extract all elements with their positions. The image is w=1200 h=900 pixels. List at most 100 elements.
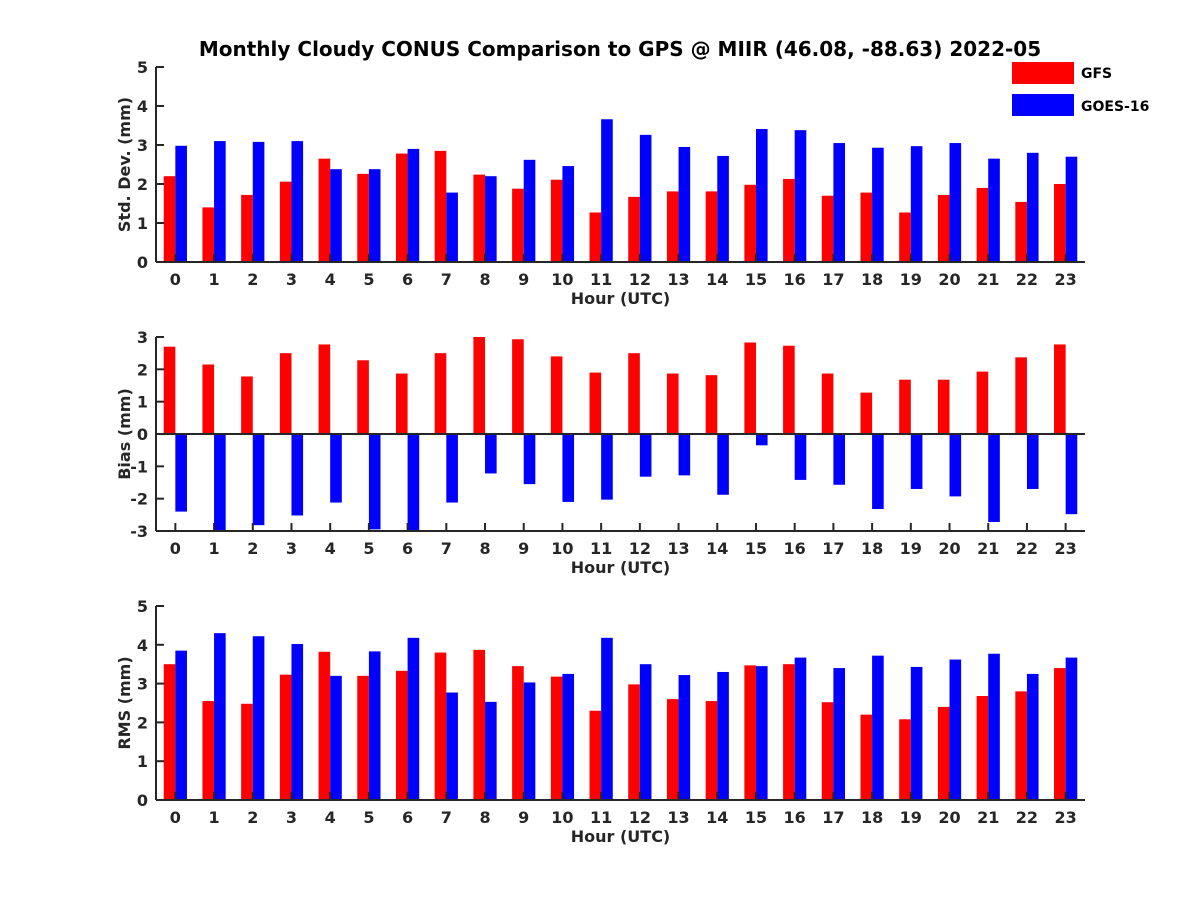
std-dev-bar-gfs-19 bbox=[899, 212, 911, 262]
std-dev-bar-gfs-20 bbox=[937, 194, 950, 262]
std-dev-bar-gfs-0 bbox=[163, 176, 176, 262]
figure-title: Monthly Cloudy CONUS Comparison to GPS @… bbox=[199, 37, 1041, 61]
bias-bar-gfs-23 bbox=[1054, 344, 1066, 434]
std-dev-x-tick-label: 18 bbox=[861, 270, 883, 289]
bias-bar-gfs-22 bbox=[1015, 357, 1027, 434]
std-dev-x-tick-label: 11 bbox=[590, 270, 612, 289]
rms-x-tick-label: 21 bbox=[977, 808, 999, 827]
std-dev-bar-gfs-22 bbox=[1015, 201, 1027, 262]
rms-bar-goes16-13 bbox=[678, 675, 691, 800]
legend-swatch-gfs bbox=[1012, 62, 1074, 84]
bias-bar-goes16-16 bbox=[794, 434, 807, 480]
std-dev-y-tick-label: 2 bbox=[137, 175, 148, 194]
bias-bar-goes16-6 bbox=[407, 434, 420, 531]
bias-bar-gfs-14 bbox=[705, 375, 718, 434]
std-dev-bar-goes16-9 bbox=[523, 159, 536, 262]
rms-bar-gfs-5 bbox=[357, 675, 369, 800]
rms-bar-gfs-0 bbox=[163, 664, 176, 800]
std-dev-bar-gfs-17 bbox=[821, 195, 834, 262]
std-dev-bar-gfs-18 bbox=[860, 192, 873, 262]
rms-bar-goes16-4 bbox=[330, 675, 342, 800]
bias-x-tick-label: 6 bbox=[402, 539, 413, 558]
rms-bar-goes16-12 bbox=[639, 664, 652, 800]
bias-bar-gfs-12 bbox=[628, 353, 640, 434]
rms-x-tick-label: 11 bbox=[590, 808, 612, 827]
std-dev-bar-goes16-10 bbox=[562, 166, 575, 262]
bias-y-axis-label: Bias (mm) bbox=[115, 388, 134, 480]
bias-bar-goes16-13 bbox=[678, 434, 691, 476]
rms-bar-goes16-3 bbox=[291, 644, 304, 800]
bias-x-tick-label: 23 bbox=[1055, 539, 1077, 558]
rms-x-tick-label: 19 bbox=[900, 808, 922, 827]
rms-bar-goes16-1 bbox=[214, 633, 226, 800]
rms-y-tick-label: 0 bbox=[137, 791, 148, 810]
std-dev-x-tick-label: 4 bbox=[325, 270, 336, 289]
std-dev-bar-gfs-9 bbox=[512, 188, 524, 262]
rms-bar-goes16-19 bbox=[910, 666, 923, 800]
std-dev-bar-goes16-17 bbox=[833, 143, 846, 262]
std-dev-x-tick-label: 13 bbox=[667, 270, 689, 289]
bias-bar-goes16-15 bbox=[755, 434, 768, 446]
rms-x-tick-label: 13 bbox=[667, 808, 689, 827]
bias-bar-goes16-7 bbox=[446, 434, 458, 503]
bias-bar-goes16-20 bbox=[949, 434, 962, 497]
std-dev-bar-goes16-22 bbox=[1026, 152, 1039, 262]
std-dev-bar-goes16-16 bbox=[794, 130, 807, 262]
bias-y-tick-label: -1 bbox=[130, 457, 148, 476]
std-dev-x-tick-label: 5 bbox=[363, 270, 374, 289]
std-dev-bar-goes16-21 bbox=[988, 158, 1000, 262]
rms-bar-goes16-7 bbox=[446, 692, 458, 800]
bias-bar-goes16-19 bbox=[910, 434, 923, 489]
bias-x-tick-label: 8 bbox=[479, 539, 490, 558]
std-dev-x-tick-label: 22 bbox=[1016, 270, 1038, 289]
rms-bar-goes16-10 bbox=[562, 673, 575, 800]
rms-bar-goes16-8 bbox=[485, 701, 497, 800]
rms-bar-gfs-1 bbox=[202, 701, 215, 800]
std-dev-bar-goes16-4 bbox=[330, 169, 342, 262]
rms-bar-goes16-18 bbox=[872, 655, 884, 800]
rms-bar-gfs-13 bbox=[666, 699, 679, 800]
bias-bar-gfs-2 bbox=[241, 376, 253, 434]
bias-x-tick-label: 17 bbox=[822, 539, 844, 558]
bias-bar-goes16-2 bbox=[252, 434, 265, 526]
legend: GFS GOES-16 bbox=[1012, 62, 1149, 116]
std-dev-bar-gfs-7 bbox=[434, 150, 447, 262]
bias-bar-gfs-16 bbox=[783, 345, 795, 434]
std-dev-bar-gfs-16 bbox=[783, 178, 795, 262]
std-dev-bar-gfs-15 bbox=[744, 184, 756, 262]
rms-bar-gfs-19 bbox=[899, 719, 911, 800]
bias-x-axis-label: Hour (UTC) bbox=[571, 558, 671, 577]
rms-y-axis-label: RMS (mm) bbox=[115, 656, 134, 749]
rms-bar-gfs-9 bbox=[512, 666, 524, 800]
bias-bar-gfs-1 bbox=[202, 364, 215, 434]
rms-x-tick-label: 7 bbox=[441, 808, 452, 827]
std-dev-x-tick-label: 21 bbox=[977, 270, 999, 289]
rms-x-axis-label: Hour (UTC) bbox=[571, 827, 671, 846]
std-dev-bar-goes16-0 bbox=[175, 145, 187, 262]
std-dev-y-tick-label: 0 bbox=[137, 253, 148, 272]
std-dev-bar-goes16-8 bbox=[485, 176, 497, 262]
bias-bar-gfs-18 bbox=[860, 392, 873, 434]
rms-bar-gfs-11 bbox=[589, 710, 602, 800]
std-dev-bar-goes16-18 bbox=[872, 147, 884, 262]
rms-x-tick-label: 12 bbox=[629, 808, 651, 827]
std-dev-x-tick-label: 9 bbox=[518, 270, 529, 289]
std-dev-bar-goes16-3 bbox=[291, 141, 304, 262]
rms-bar-gfs-3 bbox=[279, 674, 292, 800]
bias-x-tick-label: 16 bbox=[784, 539, 806, 558]
std-dev-bar-goes16-23 bbox=[1065, 156, 1078, 262]
rms-bar-gfs-18 bbox=[860, 714, 873, 800]
std-dev-bar-goes16-12 bbox=[639, 134, 652, 262]
rms-bar-gfs-2 bbox=[241, 703, 253, 800]
rms-y-tick-label: 4 bbox=[137, 636, 148, 655]
bias-y-tick-label: 0 bbox=[137, 425, 148, 444]
rms-bar-gfs-10 bbox=[550, 676, 563, 800]
rms-bar-goes16-20 bbox=[949, 659, 962, 800]
rms-bar-goes16-17 bbox=[833, 668, 846, 800]
bias-x-tick-label: 10 bbox=[551, 539, 573, 558]
rms-x-tick-label: 5 bbox=[363, 808, 374, 827]
bias-bar-goes16-5 bbox=[368, 434, 381, 530]
std-dev-bar-gfs-23 bbox=[1054, 184, 1066, 262]
